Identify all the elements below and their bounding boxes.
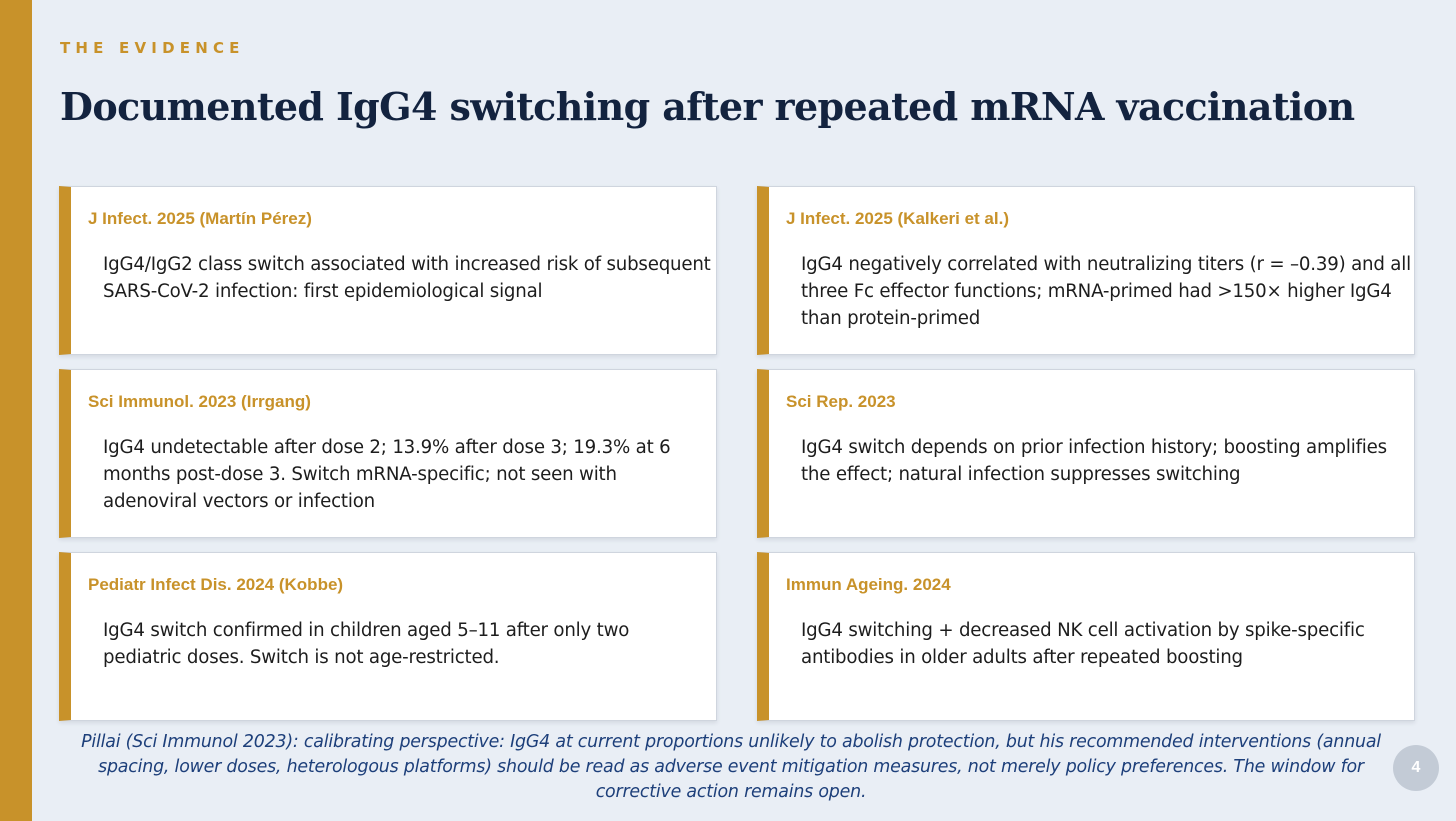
- evidence-card: Sci Immunol. 2023 (Irrgang) IgG4 undetec…: [59, 369, 717, 538]
- evidence-card: J Infect. 2025 (Martín Pérez) IgG4/IgG2 …: [59, 186, 717, 355]
- card-body: IgG4 negatively correlated with neutrali…: [801, 254, 1411, 329]
- card-heading: Immun Ageing. 2024: [786, 575, 951, 594]
- slide-title: Documented IgG4 switching after repeated…: [60, 84, 1355, 129]
- card-heading: J Infect. 2025 (Kalkeri et al.): [786, 209, 1009, 228]
- card-heading: Sci Rep. 2023: [786, 392, 896, 411]
- card-body: IgG4 switch depends on prior infection h…: [801, 437, 1387, 485]
- evidence-card: Sci Rep. 2023 IgG4 switch depends on pri…: [757, 369, 1415, 538]
- card-body: IgG4 switching + decreased NK cell activ…: [801, 620, 1365, 668]
- section-eyebrow: THE EVIDENCE: [60, 39, 245, 57]
- evidence-card: J Infect. 2025 (Kalkeri et al.) IgG4 neg…: [757, 186, 1415, 355]
- card-heading: J Infect. 2025 (Martín Pérez): [88, 209, 312, 228]
- card-body: IgG4 switch confirmed in children aged 5…: [103, 620, 630, 668]
- page-number: 4: [1411, 759, 1421, 776]
- evidence-card: Immun Ageing. 2024 IgG4 switching + decr…: [757, 552, 1415, 721]
- card-body: IgG4 undetectable after dose 2; 13.9% af…: [103, 437, 671, 512]
- evidence-card: Pediatr Infect Dis. 2024 (Kobbe) IgG4 sw…: [59, 552, 717, 721]
- footnote-commentary: Pillai (Sci Immunol 2023): calibrating p…: [81, 732, 1381, 802]
- accent-sidebar-bar: [0, 0, 32, 821]
- card-heading: Sci Immunol. 2023 (Irrgang): [88, 392, 311, 411]
- page-number-badge: 4: [1393, 745, 1439, 791]
- card-body: IgG4/IgG2 class switch associated with i…: [103, 254, 711, 302]
- card-heading: Pediatr Infect Dis. 2024 (Kobbe): [88, 575, 344, 594]
